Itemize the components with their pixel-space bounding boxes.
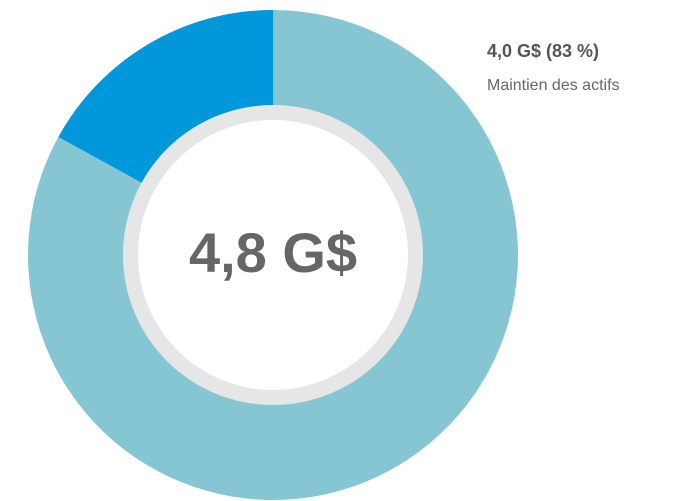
category-label: Maintien des actifs	[487, 77, 620, 94]
donut-hole	[138, 120, 408, 390]
value-label: 4,0 G$ (83 %)	[487, 41, 599, 61]
center-label: 4,8 G$	[189, 221, 357, 284]
